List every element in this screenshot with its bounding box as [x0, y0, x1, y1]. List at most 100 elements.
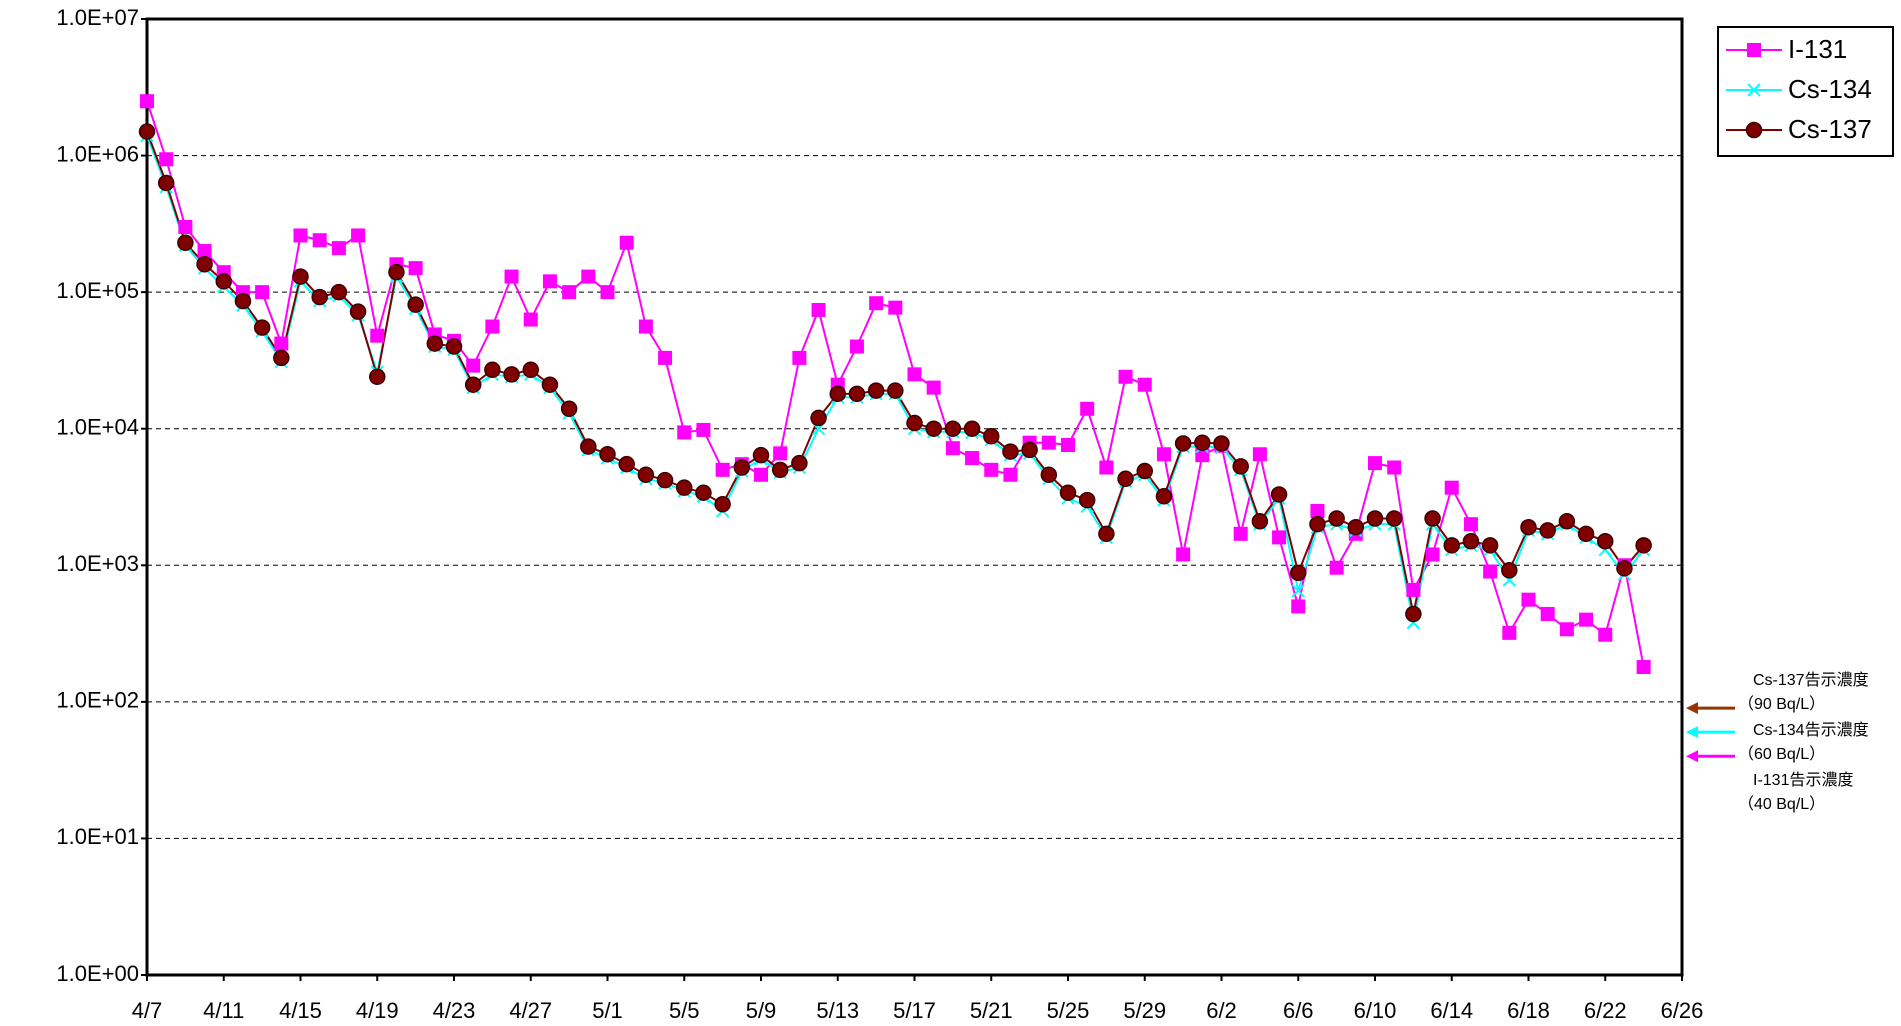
- data-point: [255, 285, 270, 300]
- data-point: [754, 467, 768, 482]
- data-point: [696, 422, 711, 437]
- y-tick-label: 1.0E+05: [56, 278, 139, 303]
- data-point: [752, 446, 770, 464]
- data-point: [791, 454, 808, 472]
- data-point: [1425, 547, 1440, 562]
- data-point: [330, 283, 348, 301]
- data-point: [445, 338, 463, 355]
- data-point: [1174, 435, 1192, 452]
- data-point: [848, 385, 866, 403]
- data-point: [1098, 525, 1115, 543]
- data-point: [1616, 560, 1633, 577]
- legend-marker: [1745, 121, 1763, 139]
- x-tick-label: 6/14: [1430, 998, 1473, 1023]
- data-point: [293, 228, 308, 243]
- data-point: [1232, 458, 1249, 475]
- data-point: [944, 420, 962, 437]
- x-tick-label: 5/17: [893, 998, 936, 1023]
- x-tick-label: 4/11: [203, 998, 244, 1023]
- data-point: [1387, 460, 1402, 475]
- x-tick-label: 5/5: [669, 998, 700, 1023]
- legend-label: Cs-134: [1788, 74, 1872, 104]
- data-point: [522, 361, 539, 379]
- data-point: [1635, 537, 1652, 554]
- data-point: [331, 241, 346, 256]
- data-point: [177, 234, 194, 251]
- data-point: [1002, 443, 1019, 460]
- x-tick-label: 4/27: [509, 998, 552, 1023]
- data-point: [963, 420, 981, 437]
- data-point: [1176, 547, 1191, 562]
- data-point: [1385, 510, 1403, 527]
- data-point: [196, 256, 213, 273]
- data-point: [1636, 659, 1651, 674]
- data-point: [1155, 488, 1173, 505]
- data-point: [1310, 503, 1325, 518]
- data-point: [656, 471, 674, 489]
- data-point: [464, 376, 482, 393]
- data-point: [867, 382, 885, 399]
- data-point: [1483, 564, 1498, 579]
- data-point: [580, 438, 597, 455]
- x-tick-label: 6/10: [1354, 998, 1397, 1023]
- data-point: [1521, 592, 1536, 607]
- x-tick-label: 5/13: [816, 998, 859, 1023]
- data-point: [503, 366, 520, 383]
- data-point: [560, 400, 578, 418]
- data-point: [618, 455, 635, 473]
- limit-label: （60 Bq/L）: [1738, 745, 1825, 763]
- data-point: [541, 376, 559, 393]
- data-point: [1272, 530, 1287, 545]
- data-point: [1291, 599, 1306, 614]
- data-point: [1462, 532, 1480, 550]
- data-point: [1559, 622, 1574, 637]
- data-point: [773, 446, 788, 461]
- data-point: [810, 409, 827, 427]
- data-point: [1366, 510, 1384, 527]
- data-point: [658, 350, 673, 365]
- data-point: [178, 219, 193, 234]
- data-point: [1290, 564, 1307, 582]
- data-point: [407, 296, 424, 313]
- data-point: [925, 420, 942, 437]
- x-tick-label: 5/29: [1123, 998, 1166, 1023]
- data-point: [140, 94, 154, 109]
- x-tick-label: 5/1: [592, 998, 623, 1023]
- data-point: [253, 319, 271, 336]
- limit-arrowhead: [1686, 702, 1698, 715]
- data-point: [637, 466, 655, 484]
- data-point: [1577, 525, 1595, 543]
- x-tick-label: 6/18: [1507, 998, 1550, 1023]
- y-tick-label: 1.0E+06: [56, 141, 139, 166]
- data-point: [1080, 401, 1095, 416]
- y-tick-label: 1.0E+07: [56, 5, 139, 30]
- data-point: [714, 495, 731, 513]
- data-point: [349, 303, 367, 320]
- data-point: [599, 446, 616, 463]
- legend-marker: [1747, 83, 1761, 97]
- data-point: [1328, 510, 1345, 527]
- x-tick-label: 6/2: [1206, 998, 1237, 1023]
- limit-name: Cs-137告示濃度: [1753, 671, 1869, 689]
- data-point: [1597, 532, 1614, 550]
- data-point: [1444, 480, 1459, 495]
- data-point: [1099, 460, 1114, 475]
- data-point: [1329, 560, 1344, 575]
- data-point: [1579, 612, 1594, 627]
- data-point: [676, 479, 693, 496]
- data-point: [600, 285, 615, 300]
- data-point: [1040, 466, 1058, 484]
- data-point: [1502, 625, 1517, 640]
- data-point: [1309, 515, 1326, 533]
- y-tick-label: 1.0E+02: [56, 688, 139, 713]
- data-point: [369, 368, 386, 386]
- x-tick-label: 6/22: [1584, 998, 1627, 1023]
- data-point: [1501, 561, 1518, 579]
- data-point: [274, 336, 289, 351]
- data-point: [906, 414, 923, 432]
- y-tick-label: 1.0E+01: [56, 824, 139, 849]
- limit-label: （90 Bq/L）: [1738, 695, 1825, 713]
- data-point: [504, 269, 519, 284]
- y-tick-label: 1.0E+00: [56, 961, 139, 986]
